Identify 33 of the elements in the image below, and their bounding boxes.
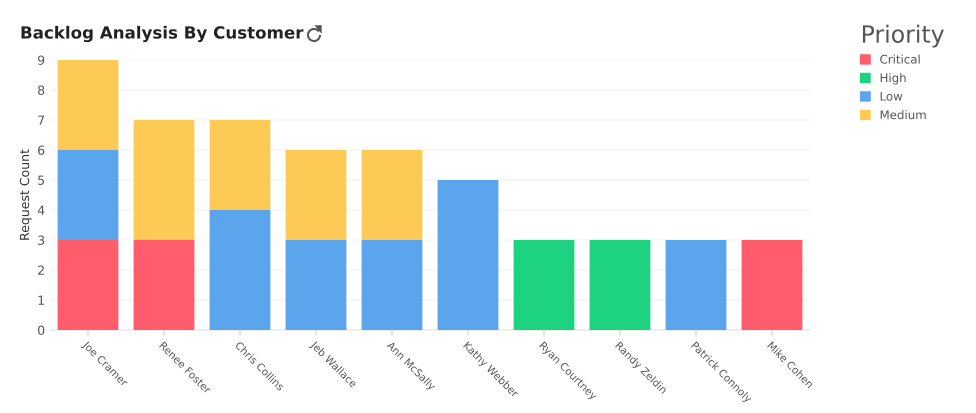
y-tick-label: 8 — [38, 85, 44, 95]
y-tick-label: 2 — [38, 265, 44, 275]
y-tick-label: 4 — [38, 206, 44, 215]
bar — [590, 240, 650, 330]
bar — [58, 150, 118, 240]
y-tick-label: 5 — [38, 176, 44, 185]
y-tick-label: 1 — [38, 296, 44, 305]
y-tick-label: 7 — [38, 116, 44, 125]
bar — [286, 240, 346, 330]
y-tick-label: 3 — [38, 235, 44, 245]
bar — [58, 60, 118, 150]
y-axis-title: Request Count — [20, 149, 32, 240]
bar — [134, 240, 194, 330]
legend-label: Medium — [880, 110, 926, 120]
legend-label: High — [880, 73, 906, 84]
bar — [362, 240, 422, 330]
bar — [666, 240, 726, 330]
bar — [286, 150, 346, 240]
bar — [362, 150, 422, 240]
legend-label: Critical — [880, 54, 920, 64]
y-tick-label: 6 — [38, 145, 44, 155]
y-tick-label: 0 — [38, 325, 44, 335]
chart-title: Backlog Analysis By Customer — [22, 26, 304, 42]
bar — [514, 240, 574, 330]
bar — [210, 210, 270, 330]
y-tick-label: 9 — [38, 55, 44, 65]
bar — [438, 180, 498, 330]
bar — [134, 120, 194, 240]
bar — [742, 240, 802, 330]
legend-title: Priority — [862, 24, 944, 48]
bar — [58, 240, 118, 330]
legend-label: Low — [880, 92, 902, 101]
bar — [210, 120, 270, 210]
